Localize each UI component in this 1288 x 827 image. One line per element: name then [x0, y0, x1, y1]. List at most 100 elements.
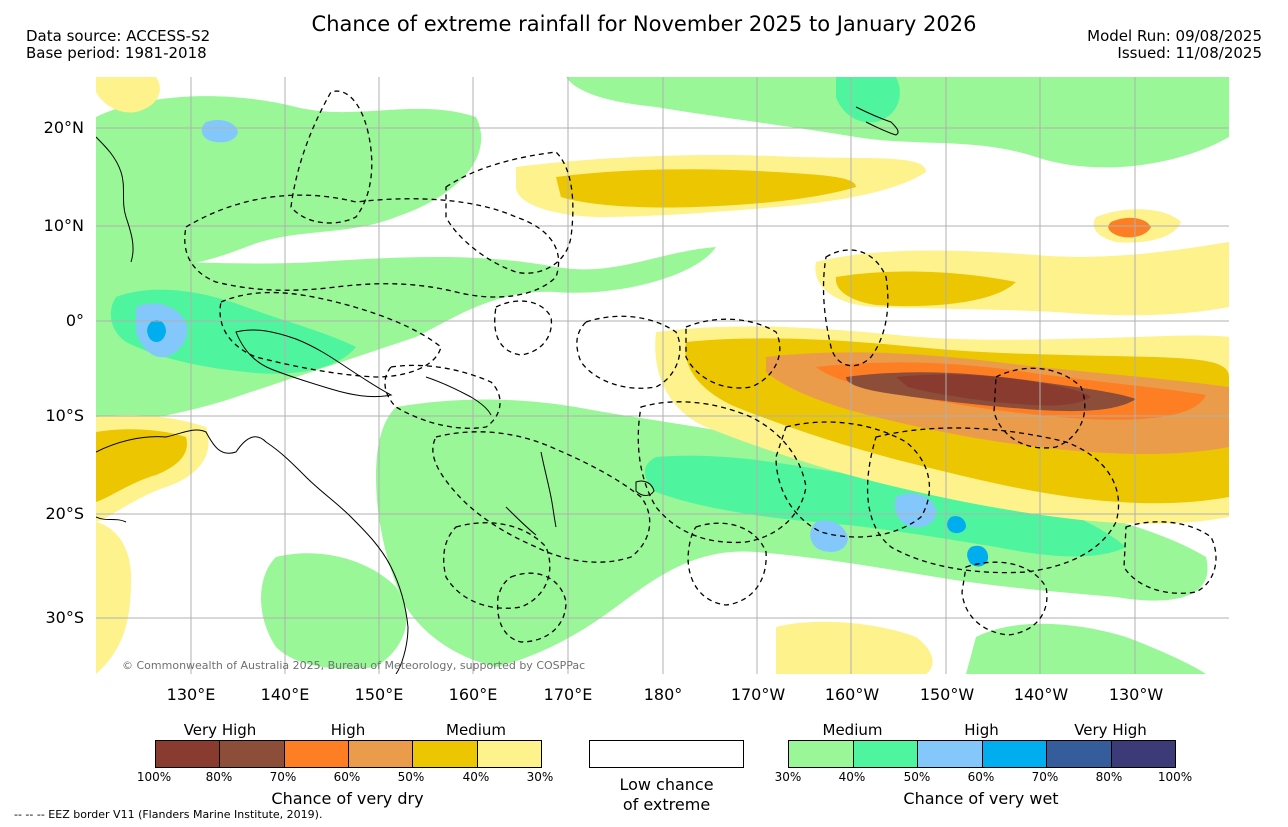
dry-swatch-1: [156, 741, 221, 767]
wet-tick-80: 80%: [1095, 770, 1123, 784]
wet-anomaly-layer: [96, 77, 1229, 674]
eez-footnote: -- -- -- EEZ border V11 (Flanders Marine…: [14, 808, 323, 821]
wet-swatch-4: [982, 741, 1047, 767]
dry-tick-70: 70%: [269, 770, 297, 784]
lon-label-150e: 150°E: [354, 685, 404, 704]
eez-border-kermadec: [687, 522, 767, 606]
wet-region-40-north: [836, 77, 900, 123]
low-chance-line-1: Low chance: [619, 775, 714, 794]
lon-label-140e: 140°E: [260, 685, 310, 704]
wet-region-north-west: [96, 96, 482, 271]
eez-border-nauru-kiribati: [494, 300, 553, 356]
dry-tick-80: 80%: [205, 770, 233, 784]
wet-region-south-central: [261, 553, 407, 669]
dry-region-north-band-40: [556, 169, 856, 208]
eez-border-guam: [290, 90, 373, 224]
wet-tick-60: 60%: [967, 770, 995, 784]
wet-swatch-6: [1111, 741, 1175, 767]
philippines-coastline: [96, 136, 134, 263]
dry-swatch-3: [284, 741, 349, 767]
wet-swatch-2: [853, 741, 918, 767]
wet-swatch-3: [918, 741, 983, 767]
lon-label-150w: 150°W: [919, 685, 975, 704]
australia-coastline: [96, 429, 409, 674]
wet-region-40-spcz: [644, 455, 1126, 557]
lat-label-10n: 10°N: [43, 216, 84, 235]
eez-border-solomon: [384, 364, 501, 429]
wet-tick-40: 40%: [838, 770, 866, 784]
lat-label-30s: 30°S: [45, 608, 84, 627]
eez-border-norfolk: [496, 572, 567, 643]
dry-colorbar: [155, 740, 542, 768]
low-chance-line-2: of extreme: [622, 795, 711, 814]
eez-border-pitcairn: [1123, 521, 1217, 594]
dry-region-nw-band: [96, 77, 160, 113]
dry-category-high: High: [330, 721, 366, 739]
eez-border-tonga-samoa: [637, 401, 807, 544]
dry-region-australia-north-40: [96, 429, 187, 502]
low-chance-swatch: [589, 740, 744, 768]
wet-category-very-high: Very High: [1074, 721, 1147, 739]
dry-region-equatorial-80: [896, 374, 1091, 406]
dry-tick-40: 40%: [462, 770, 490, 784]
wet-region-north-central: [566, 77, 1229, 168]
eez-border-tuvalu-tokelau: [685, 318, 781, 389]
eez-border-vanuatu-fiji: [432, 431, 651, 563]
wet-tick-50: 50%: [903, 770, 931, 784]
map-panel: [96, 77, 1229, 674]
wet-tick-30: 30%: [774, 770, 802, 784]
eez-border-french-polynesia: [867, 427, 1120, 574]
wet-swatch-5: [1047, 741, 1112, 767]
wet-region-60-b: [967, 545, 989, 567]
dry-swatch-2: [220, 741, 285, 767]
lon-label-180: 180°: [643, 685, 683, 704]
wet-region-50-spcz-a: [894, 493, 937, 528]
eez-border-marquesas: [993, 367, 1086, 449]
dry-region-south: [776, 621, 933, 674]
lon-label-130w: 130°W: [1108, 685, 1164, 704]
dry-legend-label: Chance of very dry: [271, 789, 424, 808]
map-title: Chance of extreme rainfall for November …: [311, 12, 977, 36]
wet-category-high: High: [964, 721, 999, 739]
png-coastline: [235, 329, 393, 398]
header-left: Data source: ACCESS-S2 Base period: 1981…: [26, 28, 210, 62]
dry-tick-50: 50%: [397, 770, 425, 784]
lon-label-170w: 170°W: [730, 685, 786, 704]
base-period-text: Base period: 1981-2018: [26, 44, 207, 62]
rainfall-map: [96, 77, 1229, 674]
lon-label-160w: 160°W: [824, 685, 880, 704]
dry-region-australia-west: [96, 522, 131, 674]
lat-label-equator: 0°: [65, 311, 84, 330]
dry-swatch-5: [413, 741, 478, 767]
header-right: Model Run: 09/08/2025 Issued: 11/08/2025: [1087, 28, 1262, 62]
wet-region-southeast: [966, 623, 1206, 674]
wet-region-60-c: [147, 320, 166, 343]
eez-borders: [184, 90, 1217, 643]
solomon-islands-coastline: [425, 376, 492, 416]
wet-tick-100: 100%: [1157, 770, 1193, 784]
dry-category-medium: Medium: [446, 721, 506, 739]
dry-tick-100: 100%: [136, 770, 172, 784]
lon-label-170e: 170°E: [543, 685, 593, 704]
eez-border-new-caledonia: [443, 522, 551, 609]
wet-colorbar: [788, 740, 1176, 768]
low-chance-label: Low chance of extreme: [589, 775, 744, 815]
eez-border-cook-islands: [775, 421, 931, 538]
fiji-coastline: [635, 480, 655, 496]
lon-label-160e: 160°E: [448, 685, 498, 704]
eez-border-line-islands: [822, 249, 889, 367]
dry-swatch-4: [348, 741, 414, 767]
wet-region-spcz: [376, 399, 1208, 667]
eez-border-png: [219, 291, 442, 378]
wet-legend-label: Chance of very wet: [903, 789, 1059, 808]
hawaii-coastline: [855, 106, 899, 136]
dry-swatch-6: [477, 741, 541, 767]
wet-region-50-north-a: [201, 120, 238, 143]
model-run-text: Model Run: 09/08/2025: [1087, 27, 1262, 45]
issued-text: Issued: 11/08/2025: [1117, 44, 1262, 62]
dry-category-very-high: Very High: [183, 721, 257, 739]
lat-label-20n: 20°N: [43, 118, 84, 137]
wet-swatch-1: [789, 741, 854, 767]
lon-label-130e: 130°E: [166, 685, 216, 704]
vanuatu-coastline: [540, 451, 557, 528]
